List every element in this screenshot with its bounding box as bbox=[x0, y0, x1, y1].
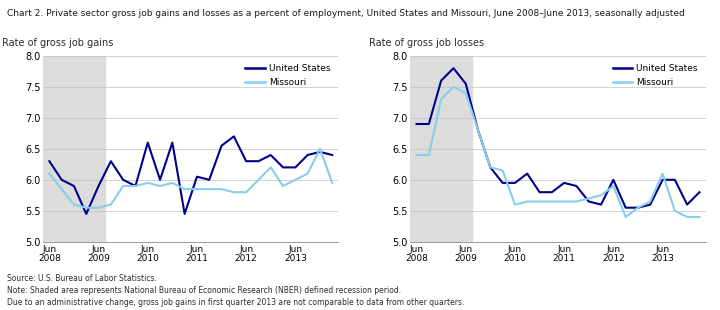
Text: Chart 2. Private sector gross job gains and losses as a percent of employment, U: Chart 2. Private sector gross job gains … bbox=[7, 9, 685, 18]
Bar bbox=[43, 56, 104, 242]
Text: Source: U.S. Bureau of Labor Statistics.
Note: Shaded area represents National B: Source: U.S. Bureau of Labor Statistics.… bbox=[7, 274, 464, 307]
Legend: United States, Missouri: United States, Missouri bbox=[609, 60, 701, 91]
Text: Rate of gross job losses: Rate of gross job losses bbox=[369, 38, 484, 48]
Legend: United States, Missouri: United States, Missouri bbox=[242, 60, 334, 91]
Text: Rate of gross job gains: Rate of gross job gains bbox=[2, 38, 113, 48]
Bar bbox=[410, 56, 472, 242]
